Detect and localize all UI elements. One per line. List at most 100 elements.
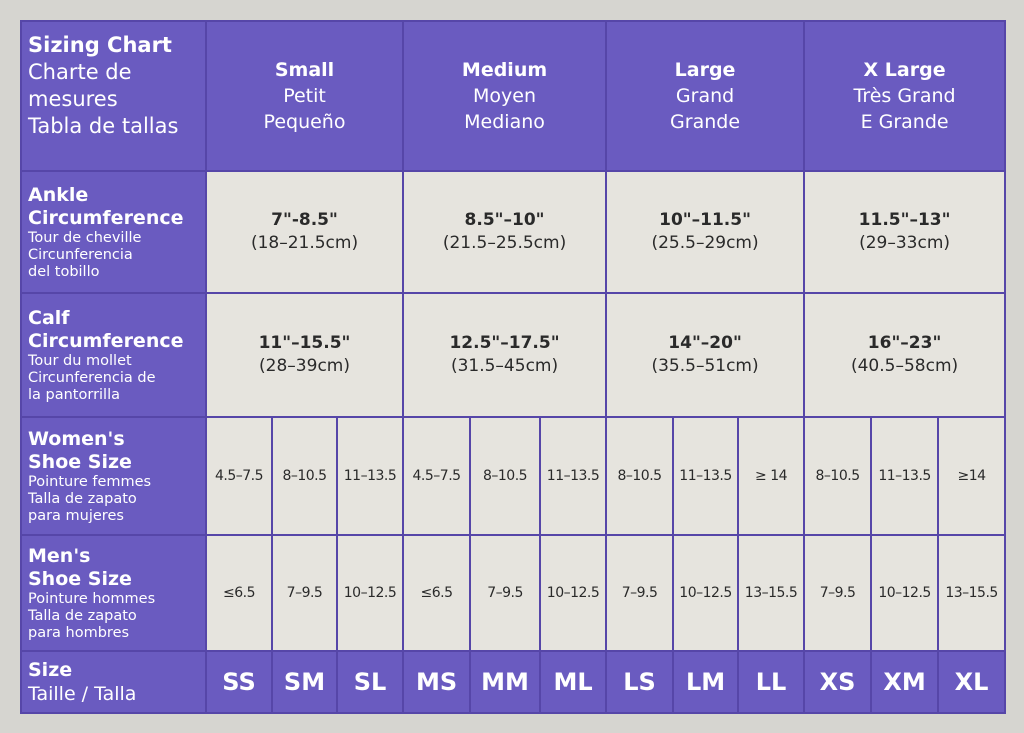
size-code-sl: SL: [335, 650, 405, 714]
chart-title-es: Tabla de tallas: [28, 114, 179, 138]
mens-shoe-row: Men's Shoe Size Pointure hommes Talla de…: [20, 534, 1007, 652]
mens-shoe-mm: 7–9.5: [469, 534, 542, 652]
size-header-x-large: X Large Très Grand E Grande: [803, 20, 1007, 172]
size-code-sm: SM: [271, 650, 338, 714]
size-code-ml: ML: [539, 650, 608, 714]
row-label-en: Calf: [28, 306, 70, 329]
womens-shoe-lm: 11–13.5: [672, 416, 740, 536]
size-header-es: Pequeño: [263, 111, 346, 133]
calf-row-header: Calf Circumference Tour du mollet Circun…: [20, 292, 207, 418]
size-code-row: Size Taille / Talla SS SM SL MS MM ML LS…: [20, 650, 1007, 714]
row-label-es: para hombres: [28, 624, 130, 641]
womens-shoe-row-header: Women's Shoe Size Pointure femmes Talla …: [20, 416, 207, 536]
measure-cm: (31.5–45cm): [450, 356, 559, 376]
mens-shoe-sm: 7–9.5: [271, 534, 338, 652]
row-label-en: Women's: [28, 427, 125, 450]
size-code-ll: LL: [737, 650, 806, 714]
mens-shoe-xm: 10–12.5: [870, 534, 940, 652]
calf-medium: 12.5"–17.5" (31.5–45cm): [402, 292, 608, 418]
row-label-fr: Pointure femmes: [28, 473, 152, 490]
measure-cm: (25.5–29cm): [651, 233, 759, 253]
row-label-en: Ankle: [28, 183, 89, 206]
measure-cm: (28–39cm): [259, 356, 350, 376]
size-header-fr: Très Grand: [853, 85, 956, 107]
size-header-es: Grande: [670, 111, 741, 133]
size-header-es: Mediano: [464, 111, 545, 133]
row-label-fr: Pointure hommes: [28, 590, 156, 607]
size-header-en: Small: [274, 59, 335, 81]
size-row-header: Size Taille / Talla: [20, 650, 207, 714]
womens-shoe-ms: 4.5–7.5: [402, 416, 472, 536]
size-header-en: Large: [674, 59, 736, 81]
size-header-small: Small Petit Pequeño: [204, 20, 405, 172]
ankle-row-header: Ankle Circumference Tour de cheville Cir…: [20, 170, 207, 294]
mens-shoe-ss: ≤6.5: [205, 534, 273, 652]
size-code-mm: MM: [469, 650, 542, 714]
size-header-en: Medium: [461, 59, 548, 81]
mens-shoe-sl: 10–12.5: [335, 534, 405, 652]
ankle-row: Ankle Circumference Tour de cheville Cir…: [20, 170, 1007, 294]
mens-shoe-row-header: Men's Shoe Size Pointure hommes Talla de…: [20, 534, 207, 652]
size-code-xs: XS: [803, 650, 873, 714]
row-label-es: para mujeres: [28, 507, 124, 524]
row-label-es: Talla de zapato: [28, 607, 137, 624]
chart-title-en: Sizing Chart: [28, 33, 172, 57]
row-label-en: Men's: [28, 544, 91, 567]
womens-shoe-xs: 8–10.5: [803, 416, 873, 536]
row-label-en: Circumference: [28, 206, 184, 229]
row-label-fr: Tour de cheville: [28, 229, 142, 246]
womens-shoe-xl: ≥14: [937, 416, 1007, 536]
size-header-fr: Grand: [675, 85, 735, 107]
womens-shoe-ll: ≥ 14: [737, 416, 806, 536]
row-label-es: Circunferencia de: [28, 369, 156, 386]
measure-cm: (40.5–58cm): [850, 356, 959, 376]
row-label-es: Talla de zapato: [28, 490, 137, 507]
size-header-fr: Moyen: [473, 85, 537, 107]
ankle-medium: 8.5"–10" (21.5–25.5cm): [402, 170, 608, 294]
size-header-large: Large Grand Grande: [605, 20, 806, 172]
size-header-medium: Medium Moyen Mediano: [402, 20, 608, 172]
size-header-en: X Large: [863, 59, 946, 81]
sizing-chart-table: Sizing Chart Charte de mesures Tabla de …: [20, 20, 1007, 714]
size-code-xm: XM: [870, 650, 940, 714]
calf-small: 11"–15.5" (28–39cm): [204, 292, 405, 418]
measure-inches: 7"-8.5": [271, 210, 338, 230]
size-code-ms: MS: [402, 650, 472, 714]
row-label-es: la pantorrilla: [28, 386, 120, 403]
chart-title-fr: Charte de mesures: [28, 60, 132, 111]
measure-inches: 8.5"–10": [464, 210, 545, 230]
sizing-chart-card: Sizing Chart Charte de mesures Tabla de …: [20, 20, 1007, 714]
measure-inches: 11.5"–13": [858, 210, 951, 230]
womens-shoe-mm: 8–10.5: [469, 416, 542, 536]
row-label-en: Shoe Size: [28, 450, 132, 473]
womens-shoe-xm: 11–13.5: [870, 416, 940, 536]
header-row: Sizing Chart Charte de mesures Tabla de …: [20, 20, 1007, 172]
mens-shoe-ml: 10–12.5: [539, 534, 608, 652]
measure-cm: (21.5–25.5cm): [442, 233, 567, 253]
calf-x-large: 16"–23" (40.5–58cm): [803, 292, 1007, 418]
womens-shoe-row: Women's Shoe Size Pointure femmes Talla …: [20, 416, 1007, 536]
womens-shoe-sm: 8–10.5: [271, 416, 338, 536]
ankle-small: 7"-8.5" (18–21.5cm): [204, 170, 405, 294]
calf-row: Calf Circumference Tour du mollet Circun…: [20, 292, 1007, 418]
mens-shoe-xl: 13–15.5: [937, 534, 1007, 652]
row-label-en: Circumference: [28, 329, 184, 352]
womens-shoe-ss: 4.5–7.5: [205, 416, 273, 536]
measure-inches: 11"–15.5": [258, 333, 351, 353]
size-code-ss: SS: [205, 650, 273, 714]
row-label-es: Circunferencia: [28, 246, 133, 263]
size-code-lm: LM: [672, 650, 740, 714]
measure-inches: 14"–20": [668, 333, 742, 353]
womens-shoe-sl: 11–13.5: [335, 416, 405, 536]
ankle-large: 10"–11.5" (25.5–29cm): [605, 170, 806, 294]
measure-inches: 16"–23": [867, 333, 942, 353]
chart-title-cell: Sizing Chart Charte de mesures Tabla de …: [20, 20, 207, 172]
calf-large: 14"–20" (35.5–51cm): [605, 292, 806, 418]
womens-shoe-ml: 11–13.5: [539, 416, 608, 536]
mens-shoe-ms: ≤6.5: [402, 534, 472, 652]
row-label-en: Shoe Size: [28, 567, 132, 590]
size-header-es: E Grande: [860, 111, 949, 133]
ankle-x-large: 11.5"–13" (29–33cm): [803, 170, 1007, 294]
row-label-en: Size: [28, 658, 73, 681]
measure-inches: 10"–11.5": [659, 210, 751, 230]
